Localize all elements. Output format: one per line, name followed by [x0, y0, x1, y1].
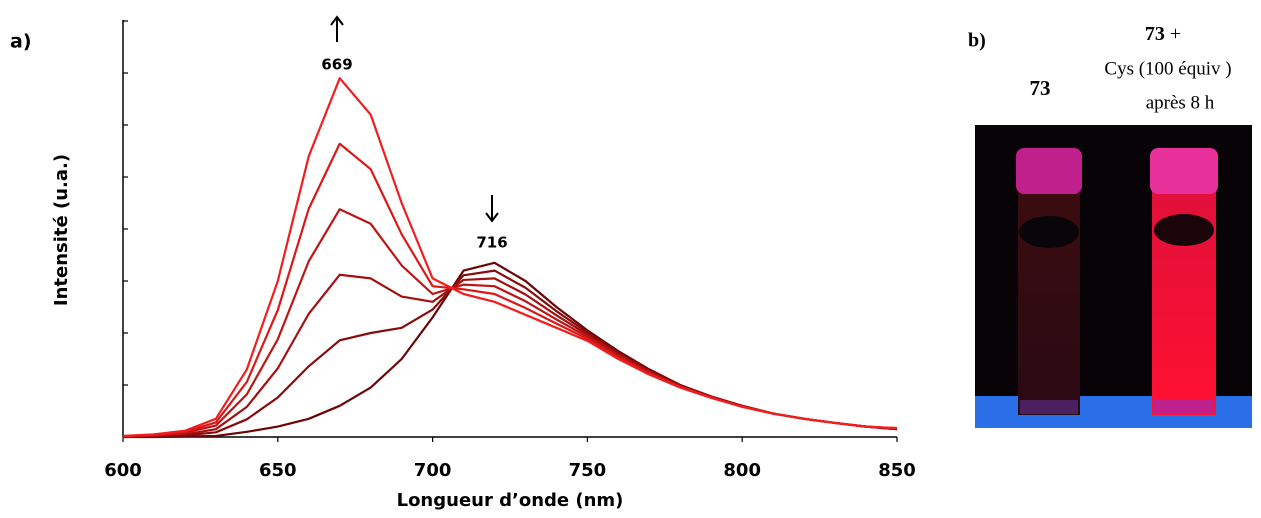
- photo-panel: 73 73 + Cys (100 équiv ) après 8 h: [975, 23, 1252, 428]
- arrow-up: [330, 15, 344, 42]
- sample-label: 73 +: [1145, 23, 1181, 45]
- x-tick-label: 750: [569, 460, 607, 481]
- panel-label: b): [968, 30, 986, 52]
- meniscus-right: [1154, 214, 1214, 246]
- x-tick-label: 700: [414, 460, 452, 481]
- sample-condition: Cys (100 équiv ): [1104, 58, 1231, 79]
- spectrum-line: [122, 77, 898, 438]
- x-tick-label: 850: [878, 460, 916, 481]
- arrow-down: [485, 195, 499, 223]
- cap-left: [1016, 148, 1082, 194]
- chart: Longueur d’onde (nm) Intensité (u.a.) 66…: [51, 15, 916, 511]
- vial-base-right: [1154, 400, 1214, 414]
- vial-base-left: [1020, 400, 1078, 414]
- y-axis-title: Intensité (u.a.): [51, 154, 72, 306]
- x-tick-label: 600: [104, 460, 142, 481]
- sample-plus: +: [1170, 23, 1181, 45]
- sample-time: après 8 h: [1146, 92, 1215, 113]
- peak-label: 669: [321, 56, 352, 74]
- x-tick-label: 650: [259, 460, 297, 481]
- cap-right: [1150, 148, 1218, 194]
- meniscus-left: [1019, 216, 1079, 248]
- x-axis-title: Longueur d’onde (nm): [397, 490, 624, 511]
- sample-compound: 73: [1145, 23, 1165, 45]
- sample-label: 73: [1030, 76, 1051, 100]
- spectrum-line: [123, 261, 898, 439]
- peak-label: 716: [476, 234, 507, 252]
- spectrum-line: [122, 273, 898, 438]
- x-tick-label: 800: [723, 460, 761, 481]
- spectrum-line: [122, 142, 898, 438]
- panel-label: a): [10, 31, 32, 53]
- spectrum-line: [122, 208, 898, 438]
